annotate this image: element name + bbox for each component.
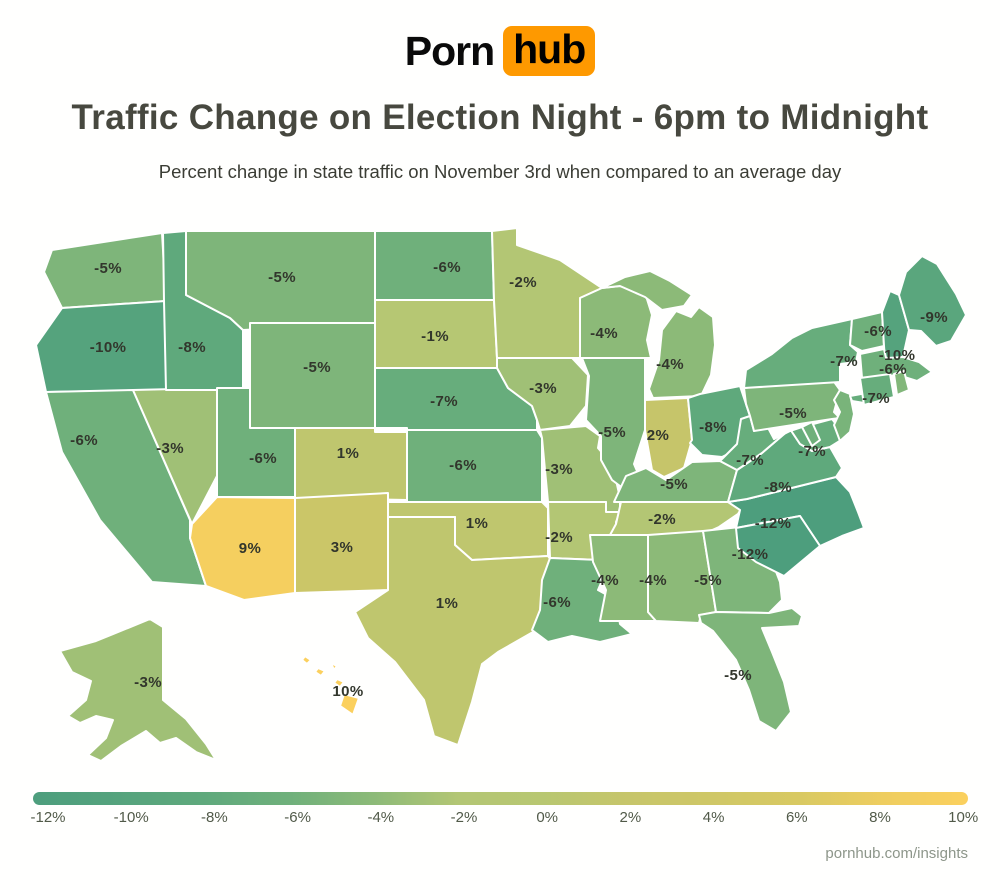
state-label-AK: -3% <box>134 674 162 691</box>
state-ME <box>898 255 967 347</box>
page-subtitle: Percent change in state traffic on Novem… <box>158 161 842 182</box>
state-label-GA: -5% <box>694 572 722 589</box>
legend-tick: 0% <box>536 809 559 826</box>
state-label-IL: -5% <box>598 424 626 441</box>
state-label-MT: -5% <box>268 269 296 286</box>
state-label-ND: -6% <box>433 259 461 276</box>
state-label-OR: -10% <box>90 339 127 356</box>
state-SC <box>735 515 821 577</box>
state-label-KY: -5% <box>660 476 688 493</box>
state-label-CO: 1% <box>337 445 359 462</box>
state-label-NE: -7% <box>430 393 458 410</box>
page-title: Traffic Change on Election Night - 6pm t… <box>71 98 929 137</box>
state-label-MI: -4% <box>656 356 684 373</box>
state-AK <box>59 618 217 762</box>
state-label-NH: -10% <box>879 347 916 364</box>
state-label-LA: -6% <box>543 594 571 611</box>
state-label-VA: -8% <box>764 479 792 496</box>
legend-tick: -6% <box>284 809 311 826</box>
state-label-CA: -6% <box>70 432 98 449</box>
legend-tick: 2% <box>619 809 642 826</box>
state-label-MS: -4% <box>591 572 619 589</box>
state-label-AZ: 9% <box>239 540 261 557</box>
legend-tick: 10% <box>948 809 979 826</box>
state-label-IN: 2% <box>647 427 669 444</box>
state-HI <box>330 662 338 671</box>
state-HI <box>301 655 312 665</box>
state-HI <box>314 667 326 677</box>
state-KS <box>406 429 543 503</box>
footer-link: pornhub.com/insights <box>825 845 968 862</box>
state-label-SC: -12% <box>732 546 769 563</box>
state-label-SD: -1% <box>421 328 449 345</box>
legend-tick-labels: -12% -10% -8% -6% -4% -2% 0% 2% 4% 6% 8% 10% <box>0 809 1000 831</box>
legend-tick: 4% <box>702 809 725 826</box>
pornhub-logo: Porn hub <box>0 26 1000 76</box>
state-DE <box>801 421 821 447</box>
state-label-UT: -6% <box>249 450 277 467</box>
state-AZ <box>189 496 296 601</box>
state-label-MD: -7% <box>798 443 826 460</box>
state-label-WA: -5% <box>94 260 122 277</box>
state-label-MO: -3% <box>545 461 573 478</box>
state-label-AL: -4% <box>639 572 667 589</box>
state-label-MN: -2% <box>509 274 537 291</box>
state-RI <box>893 370 910 396</box>
state-label-NM: 3% <box>331 539 353 556</box>
legend-tick: -12% <box>30 809 66 826</box>
state-label-VT: -6% <box>864 323 892 340</box>
legend-tick: -4% <box>367 809 395 826</box>
state-label-CT: -7% <box>862 390 890 407</box>
state-label-NV: -3% <box>156 440 184 457</box>
state-MI <box>601 270 693 311</box>
state-label-FL: -5% <box>724 667 752 684</box>
state-label-WV: -7% <box>736 452 764 469</box>
logo-text-hub: hub <box>503 26 596 76</box>
state-FL <box>698 607 803 732</box>
state-label-WI: -4% <box>590 325 618 342</box>
state-WI <box>579 285 653 359</box>
state-TX <box>354 516 561 746</box>
state-label-IA: -3% <box>529 380 557 397</box>
legend-tick: -10% <box>113 809 149 826</box>
state-CT <box>859 373 895 406</box>
state-label-NC: -12% <box>755 515 792 532</box>
state-label-PA: -5% <box>779 405 807 422</box>
state-label-TX: 1% <box>436 595 458 612</box>
state-VT <box>849 311 885 352</box>
legend-tick: 6% <box>785 809 808 826</box>
state-label-ID: -8% <box>178 339 206 356</box>
state-label-MA: -6% <box>879 361 907 378</box>
state-label-OH: -8% <box>699 419 727 436</box>
state-label-WY: -5% <box>303 359 331 376</box>
state-label-AR: -2% <box>545 529 573 546</box>
state-label-OK: 1% <box>466 515 488 532</box>
state-label-KS: -6% <box>449 457 477 474</box>
legend-tick: -8% <box>201 809 228 826</box>
state-label-NY: -7% <box>830 353 858 370</box>
state-label-TN: -2% <box>648 511 676 528</box>
state-label-ME: -9% <box>920 309 948 326</box>
legend-gradient-bar <box>33 792 968 805</box>
logo-text-porn: Porn <box>404 27 495 74</box>
state-label-HI: 10% <box>332 683 363 700</box>
legend-tick: -2% <box>450 809 478 826</box>
legend-tick: 8% <box>869 809 891 826</box>
state-MI <box>648 306 716 399</box>
state-HI <box>333 678 345 688</box>
state-CO <box>294 427 408 501</box>
state-HI <box>339 693 360 716</box>
